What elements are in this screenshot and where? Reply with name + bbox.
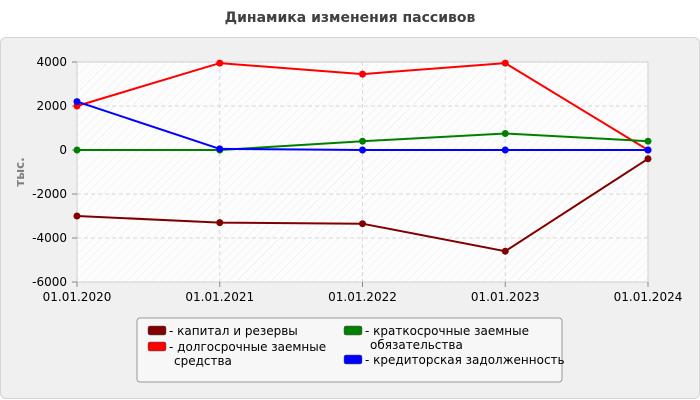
data-point-0	[216, 219, 224, 227]
axes: -6000 -4000 -2000 0 2000 4000 01.01.2020 01.01.…	[32, 55, 682, 304]
legend-label-3: - кредиторская задолженность	[365, 353, 565, 367]
y-tick-label: -6000	[32, 275, 67, 289]
x-tick-label: 01.01.2024	[614, 290, 683, 304]
legend-box	[136, 317, 563, 383]
y-tick-label: 4000	[36, 55, 67, 69]
legend-label-2: - краткосрочные заемные обязательства	[365, 324, 529, 352]
y-tick-label: 0	[59, 143, 67, 157]
data-point-0	[73, 212, 81, 220]
chart-title: Динамика изменения пассивов	[224, 10, 476, 26]
data-point-3	[359, 146, 366, 154]
data-point-2	[644, 137, 652, 145]
legend-swatch-1	[147, 341, 167, 352]
data-point-0	[359, 220, 366, 228]
data-point-0	[501, 247, 509, 255]
x-tick-label: 01.01.2023	[471, 290, 540, 304]
plot-area-hatch	[77, 62, 648, 282]
data-point-3	[73, 98, 81, 106]
data-point-2	[501, 130, 509, 137]
data-point-0	[644, 155, 652, 163]
legend-swatch-0	[147, 325, 167, 336]
data-point-2	[359, 137, 366, 145]
legend-label-0: - капитал и резервы	[169, 324, 298, 338]
legend-swatch-3	[343, 354, 363, 365]
data-point-3	[501, 146, 509, 154]
y-tick-label: -2000	[32, 187, 67, 201]
legend-label-1: - долгосрочные заемные средства	[169, 340, 326, 368]
y-tick-label: -4000	[32, 231, 67, 245]
x-tick-label: 01.01.2021	[185, 290, 254, 304]
y-axis-label: тыс.	[13, 157, 27, 186]
data-point-1	[216, 59, 224, 67]
legend: - капитал и резервы - долгосрочные заемны…	[136, 317, 565, 383]
data-point-2	[73, 146, 81, 154]
data-point-1	[359, 70, 366, 78]
data-point-3	[644, 146, 652, 154]
data-point-1	[501, 59, 509, 67]
legend-swatch-2	[343, 325, 363, 336]
series-group	[73, 59, 652, 255]
x-tick-label: 01.01.2020	[43, 290, 112, 304]
y-tick-label: 2000	[36, 99, 67, 113]
x-tick-label: 01.01.2022	[328, 290, 397, 304]
data-point-3	[216, 145, 224, 153]
